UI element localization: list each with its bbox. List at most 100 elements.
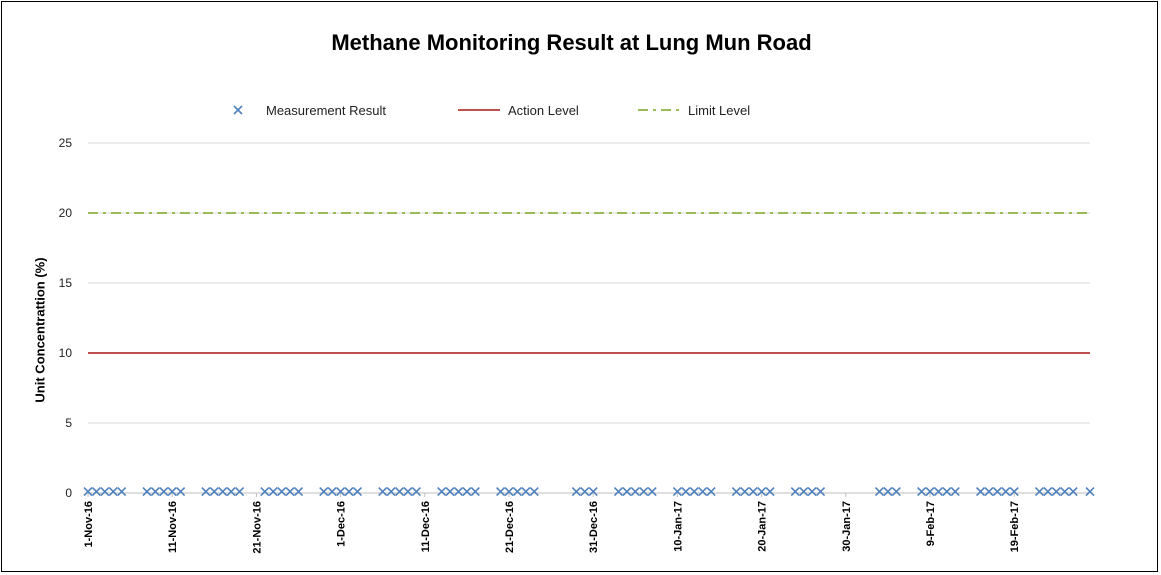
x-tick-label: 1-Dec-16 bbox=[336, 501, 348, 547]
measurement-point bbox=[571, 487, 581, 497]
measurement-point bbox=[748, 487, 758, 497]
measurement-point bbox=[630, 487, 640, 497]
measurement-point bbox=[344, 487, 354, 497]
measurement-point bbox=[234, 487, 245, 497]
measurement-point bbox=[529, 487, 539, 497]
measurement-point bbox=[521, 487, 531, 497]
legend-marker-x-icon bbox=[233, 105, 243, 115]
measurement-point bbox=[689, 487, 699, 497]
measurement-point bbox=[757, 487, 767, 497]
measurement-point bbox=[268, 487, 278, 497]
measurement-point bbox=[336, 487, 346, 497]
measurement-point bbox=[639, 487, 649, 497]
measurement-point bbox=[512, 487, 522, 497]
x-tick-label: 30-Jan-17 bbox=[841, 501, 853, 552]
measurement-point bbox=[874, 487, 885, 497]
chart-title: Methane Monitoring Result at Lung Mun Ro… bbox=[331, 30, 812, 55]
x-tick-label: 31-Dec-16 bbox=[588, 501, 600, 553]
measurement-point bbox=[992, 487, 1002, 497]
y-tick-label: 20 bbox=[59, 206, 73, 220]
y-tick-label: 0 bbox=[65, 486, 72, 500]
measurement-point bbox=[1068, 487, 1078, 497]
measurement-point bbox=[706, 487, 716, 497]
measurement-point bbox=[352, 487, 363, 497]
y-tick-label: 15 bbox=[59, 276, 73, 290]
measurement-point bbox=[765, 487, 775, 497]
measurement-point bbox=[883, 487, 893, 497]
x-tick-label: 1-Nov-16 bbox=[83, 501, 95, 547]
legend-line-solid-icon bbox=[458, 109, 500, 111]
x-tick-label: 21-Dec-16 bbox=[504, 501, 516, 553]
measurement-point bbox=[984, 487, 994, 497]
measurement-point bbox=[1043, 487, 1053, 497]
measurement-point bbox=[83, 487, 93, 497]
measurement-point bbox=[277, 487, 287, 497]
legend-label-limit: Limit Level bbox=[688, 102, 751, 118]
measurement-point bbox=[1034, 487, 1045, 497]
measurement-point bbox=[394, 487, 405, 497]
measurement-point bbox=[117, 487, 127, 497]
measurement-point bbox=[100, 487, 110, 497]
measurement-point bbox=[496, 487, 506, 497]
measurement-point bbox=[1009, 487, 1019, 497]
legend-label-measurement: Measurement Result bbox=[266, 102, 386, 118]
measurement-point bbox=[91, 487, 101, 497]
measurement-point bbox=[293, 487, 304, 497]
measurement-point bbox=[285, 487, 295, 497]
measurement-point bbox=[698, 487, 708, 497]
measurement-point bbox=[681, 487, 691, 497]
measurement-point bbox=[504, 487, 514, 497]
measurement-point bbox=[167, 487, 177, 497]
x-tick-label: 11-Nov-16 bbox=[167, 501, 179, 553]
measurement-point bbox=[462, 487, 472, 497]
measurement-point bbox=[1051, 487, 1061, 497]
measurement-point bbox=[386, 487, 396, 497]
measurement-point bbox=[150, 487, 160, 497]
measurement-point bbox=[378, 487, 388, 497]
measurement-point bbox=[1060, 487, 1070, 497]
y-tick-label: 10 bbox=[59, 346, 73, 360]
measurement-point bbox=[942, 487, 952, 497]
measurement-point bbox=[647, 487, 657, 497]
measurement-point bbox=[613, 487, 624, 497]
measurement-point bbox=[437, 487, 447, 497]
legend-item-measurement: Measurement Result bbox=[228, 100, 386, 120]
x-tick-label: 9-Feb-17 bbox=[925, 501, 937, 546]
measurement-point bbox=[588, 487, 598, 497]
measurement-point bbox=[917, 487, 927, 497]
measurement-point bbox=[108, 487, 118, 497]
measurement-point bbox=[933, 487, 944, 497]
legend-label-action: Action Level bbox=[508, 102, 579, 118]
chart-legend: Measurement Result Action Level Limit Le… bbox=[0, 100, 1161, 120]
measurement-point bbox=[201, 487, 211, 497]
measurement-point bbox=[470, 487, 480, 497]
measurement-point bbox=[740, 487, 750, 497]
measurement-point bbox=[672, 487, 682, 497]
measurement-point bbox=[319, 487, 329, 497]
measurement-point bbox=[142, 487, 152, 497]
measurement-point bbox=[218, 487, 228, 497]
x-tick-label: 20-Jan-17 bbox=[757, 501, 769, 552]
measurement-point bbox=[807, 487, 817, 497]
legend-item-action: Action Level bbox=[458, 100, 579, 120]
measurement-point bbox=[453, 487, 464, 497]
measurement-point bbox=[925, 487, 935, 497]
x-tick-label: 21-Nov-16 bbox=[251, 501, 263, 554]
measurement-point bbox=[815, 487, 826, 497]
measurement-point bbox=[159, 487, 169, 497]
measurement-point bbox=[790, 487, 800, 497]
y-tick-label: 25 bbox=[59, 136, 73, 150]
x-tick-label: 19-Feb-17 bbox=[1009, 501, 1021, 552]
measurement-point bbox=[1085, 487, 1095, 497]
measurement-point bbox=[891, 487, 901, 497]
x-tick-label: 10-Jan-17 bbox=[672, 501, 684, 552]
y-tick-label: 5 bbox=[65, 416, 72, 430]
legend-line-dashdot-icon bbox=[638, 109, 680, 111]
measurement-point bbox=[445, 487, 455, 497]
measurement-point bbox=[799, 487, 809, 497]
measurement-point bbox=[226, 487, 236, 497]
measurement-point bbox=[411, 487, 421, 497]
measurement-point bbox=[327, 487, 337, 497]
measurement-point bbox=[1001, 487, 1011, 497]
